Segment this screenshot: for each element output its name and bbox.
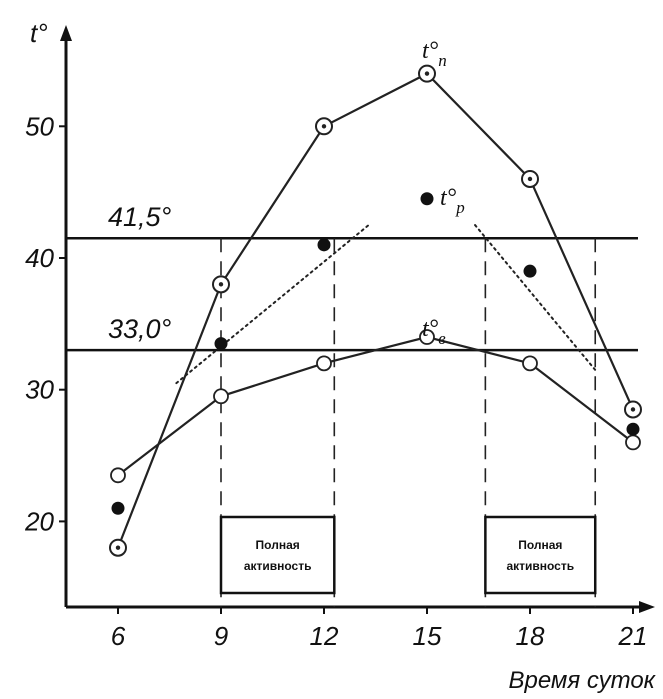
data-point <box>522 355 538 372</box>
x-tick-label: 9 <box>214 621 228 651</box>
activity-box-line: активность <box>244 559 312 573</box>
data-point <box>523 264 537 278</box>
series-label-subscript: в <box>438 329 446 348</box>
activity-box-line: активность <box>506 559 574 573</box>
activity-box-line: Полная <box>256 538 300 552</box>
y-tick-label: 20 <box>24 506 54 536</box>
data-point <box>111 501 125 515</box>
data-point <box>213 388 229 405</box>
y-axis-title: t° <box>30 18 48 48</box>
series-label-base: t° <box>422 316 439 342</box>
data-point <box>110 467 126 484</box>
activity-box-frame <box>219 515 336 595</box>
series-label-base: t° <box>440 185 457 211</box>
data-point-center <box>115 545 121 550</box>
trend-line <box>474 224 597 371</box>
data-point <box>317 238 331 252</box>
data-point <box>419 329 435 345</box>
y-tick-label: 30 <box>25 375 54 405</box>
data-point-center <box>424 71 430 76</box>
x-tick-label: 15 <box>413 621 442 651</box>
trend-line <box>175 224 370 385</box>
x-tick-label: 6 <box>111 621 126 651</box>
series-label: t°п <box>422 38 447 70</box>
series-label-subscript: п <box>438 51 447 70</box>
x-tick-label: 12 <box>310 621 339 651</box>
y-tick-label: 50 <box>25 111 54 141</box>
series-line <box>117 335 634 477</box>
activity-box: Полная активность <box>484 515 597 595</box>
y-axis-arrow <box>60 25 72 41</box>
y-tick-label: 40 <box>25 243 54 273</box>
data-point-center <box>527 176 533 182</box>
series-label-base: t° <box>422 38 439 64</box>
data-point <box>214 337 228 351</box>
data-point <box>420 192 434 206</box>
data-point <box>626 422 640 436</box>
data-point <box>625 434 641 451</box>
series-label: t°в <box>422 316 446 348</box>
threshold-label: 41,5° <box>108 202 172 232</box>
series-label: t°р <box>440 185 465 217</box>
x-tick-label: 18 <box>516 621 545 651</box>
x-tick-label: 21 <box>618 621 648 651</box>
activity-box-frame <box>484 515 597 595</box>
x-axis-title: Время суток <box>508 667 656 694</box>
series-line <box>116 72 635 549</box>
data-point-center <box>630 407 636 412</box>
x-axis-arrow <box>639 601 655 613</box>
data-point-center <box>321 124 327 129</box>
activity-box-line: Полная <box>518 538 562 552</box>
threshold-label: 33,0° <box>108 314 172 344</box>
data-point <box>316 355 332 372</box>
data-point-center <box>218 282 224 287</box>
series-label-subscript: р <box>455 198 465 217</box>
activity-box: Полная активность <box>219 515 336 595</box>
